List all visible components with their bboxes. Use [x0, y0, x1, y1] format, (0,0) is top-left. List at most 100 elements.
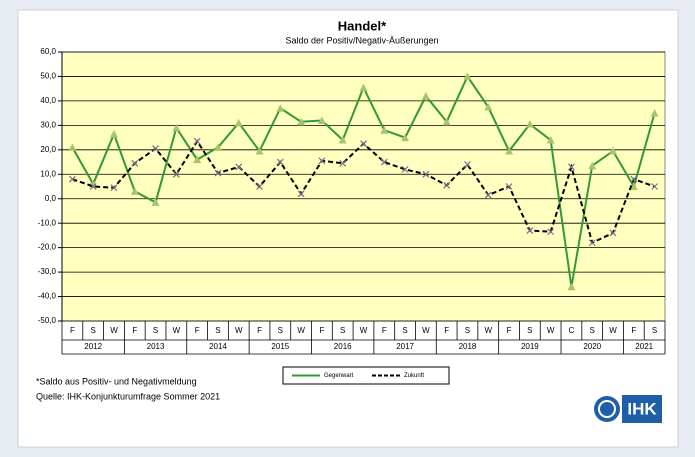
legend [282, 366, 450, 385]
marker [401, 133, 410, 142]
marker [297, 190, 305, 198]
marker [276, 158, 284, 166]
marker [68, 143, 77, 151]
year-label: 2014 [209, 342, 227, 351]
marker [505, 147, 514, 155]
marker [339, 159, 347, 167]
marker [317, 116, 326, 124]
logo: IHK [592, 393, 662, 425]
marker [172, 170, 180, 178]
marker [609, 147, 618, 155]
marker [526, 227, 534, 234]
x-tick-label: W [360, 326, 368, 335]
marker [609, 229, 617, 237]
marker [89, 183, 97, 190]
marker [110, 184, 118, 192]
x-tick-label: F [132, 326, 137, 335]
marker [650, 109, 659, 117]
x-tick-label: W [297, 326, 305, 335]
x-tick-label: S [590, 326, 595, 335]
logo-emblem-ring [598, 400, 616, 418]
x-tick-label: W [484, 326, 492, 335]
legend-label: Zukunft [404, 373, 424, 379]
marker [338, 136, 347, 144]
logo-text: IHK [627, 399, 657, 418]
marker [193, 137, 201, 145]
logo-bar [622, 395, 662, 423]
x-tick-label: S [652, 326, 657, 335]
year-label: 2012 [84, 342, 102, 351]
logo-emblem [594, 396, 620, 422]
x-tick-label: F [257, 326, 262, 335]
marker [235, 163, 243, 171]
year-label: 2020 [583, 342, 601, 351]
marker [109, 129, 118, 138]
x-tick-label: S [527, 326, 532, 335]
marker [630, 175, 638, 183]
note: Quelle: IHK-Konjunkturumfrage Sommer 202… [36, 391, 220, 401]
year-label: 2021 [635, 342, 653, 351]
marker [213, 143, 222, 151]
y-tick-label: 20,0 [40, 145, 56, 154]
x-tick-label: W [173, 326, 181, 335]
marker [505, 183, 513, 190]
x-tick-label: W [422, 326, 430, 335]
x-tick-label: W [110, 326, 118, 335]
x-tick-label: S [402, 326, 407, 335]
y-tick-label: 10,0 [40, 169, 56, 178]
y-tick-label: -10,0 [38, 218, 57, 227]
year-label: 2013 [147, 342, 165, 351]
legend-label: Gegenwart [324, 373, 354, 379]
x-tick-label: S [465, 326, 470, 335]
x-tick-label: F [70, 326, 75, 335]
x-tick-label: F [319, 326, 324, 335]
marker [234, 118, 243, 127]
plot-area [61, 51, 666, 322]
marker [588, 161, 597, 170]
marker [463, 72, 472, 80]
year-label: 2017 [396, 342, 414, 351]
chart-title: Handel* [338, 18, 387, 33]
marker [214, 169, 222, 177]
marker [131, 159, 139, 167]
y-tick-label: -20,0 [38, 243, 57, 252]
marker [568, 163, 575, 171]
x-tick-label: S [153, 326, 158, 335]
marker [276, 104, 285, 112]
marker [360, 140, 367, 148]
x-tick-label: F [444, 326, 449, 335]
marker [172, 123, 181, 132]
marker [359, 83, 368, 91]
marker [484, 191, 492, 199]
x-tick-label: F [507, 326, 512, 335]
year-label: 2015 [271, 342, 289, 351]
marker [130, 187, 139, 195]
marker [380, 158, 388, 166]
x-tick-label: F [382, 326, 387, 335]
marker [421, 92, 430, 100]
marker [588, 239, 596, 247]
y-tick-label: 40,0 [40, 96, 56, 105]
marker [629, 182, 638, 190]
x-tick-label: S [91, 326, 96, 335]
marker [525, 120, 534, 128]
marker [484, 103, 493, 111]
x-tick-label: C [569, 326, 575, 335]
x-tick-label: F [195, 326, 200, 335]
marker [442, 117, 451, 126]
y-tick-label: -30,0 [38, 267, 57, 276]
x-tick-label: S [278, 326, 283, 335]
y-tick-label: 60,0 [40, 47, 56, 56]
marker [255, 147, 264, 155]
year-label: 2018 [459, 342, 477, 351]
x-tick-label: S [215, 326, 220, 335]
y-tick-label: 50,0 [40, 72, 56, 81]
x-tick-label: S [340, 326, 345, 335]
marker [546, 136, 555, 144]
year-label: 2019 [521, 342, 539, 351]
marker [318, 157, 326, 165]
x-tick-label: W [547, 326, 555, 335]
chart-subtitle: Saldo der Positiv/Negativ-Äußerungen [285, 35, 438, 45]
marker [380, 126, 389, 134]
